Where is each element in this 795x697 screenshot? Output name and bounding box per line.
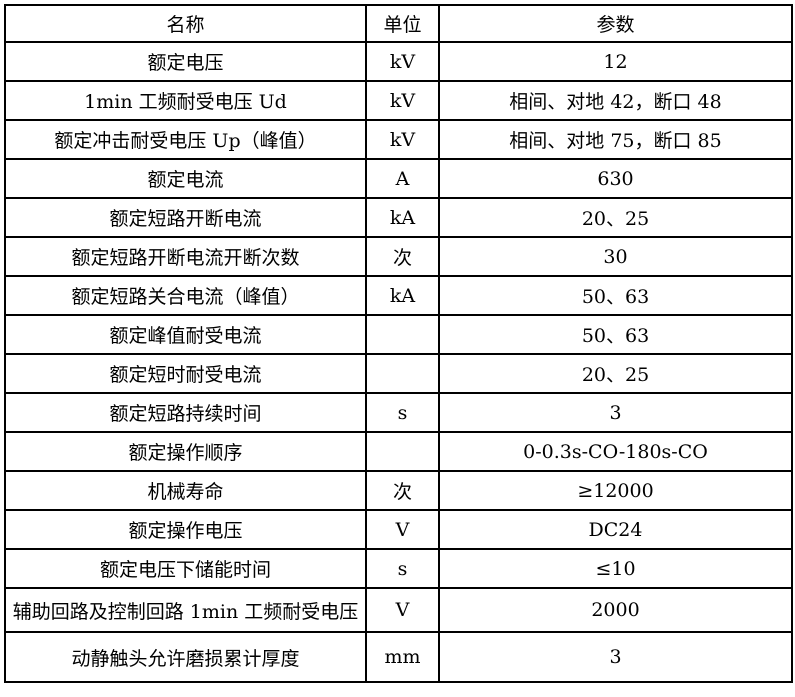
param-name: 额定电流 xyxy=(4,158,367,199)
param-name: 额定短时耐受电流 xyxy=(4,353,367,394)
param-unit: kA xyxy=(365,275,440,316)
param-unit: kV xyxy=(365,119,440,160)
table-row: 额定电压 kV 12 xyxy=(4,41,793,82)
param-name: 动静触头允许磨损累计厚度 xyxy=(4,631,367,683)
table-row: 额定短路开断电流开断次数 次 30 xyxy=(4,236,793,277)
param-name: 额定峰值耐受电流 xyxy=(4,314,367,355)
header-name: 名称 xyxy=(4,4,367,43)
param-name: 额定短路持续时间 xyxy=(4,392,367,433)
param-unit: kV xyxy=(365,80,440,121)
param-value: DC24 xyxy=(438,509,793,550)
param-value: ≥12000 xyxy=(438,470,793,511)
table-row: 额定短路开断电流 kA 20、25 xyxy=(4,197,793,238)
param-value: 3 xyxy=(438,631,793,683)
table-row: 额定短路持续时间 s 3 xyxy=(4,392,793,433)
param-value: 20、25 xyxy=(438,197,793,238)
param-unit xyxy=(365,431,440,472)
param-unit: s xyxy=(365,392,440,433)
param-value: 相间、对地 42，断口 48 xyxy=(438,80,793,121)
param-name: 额定操作顺序 xyxy=(4,431,367,472)
param-value: 0-0.3s-CO-180s-CO xyxy=(438,431,793,472)
param-unit: s xyxy=(365,548,440,589)
param-name: 额定冲击耐受电压 Up（峰值） xyxy=(4,119,367,160)
param-unit: kA xyxy=(365,197,440,238)
table-row: 机械寿命 次 ≥12000 xyxy=(4,470,793,511)
param-value: 30 xyxy=(438,236,793,277)
param-unit xyxy=(365,314,440,355)
param-name: 额定操作电压 xyxy=(4,509,367,550)
param-value: 50、63 xyxy=(438,275,793,316)
table-row: 动静触头允许磨损累计厚度 mm 3 xyxy=(4,631,793,683)
header-unit: 单位 xyxy=(365,4,440,43)
table-row: 额定冲击耐受电压 Up（峰值） kV 相间、对地 75，断口 85 xyxy=(4,119,793,160)
table-row: 额定操作顺序 0-0.3s-CO-180s-CO xyxy=(4,431,793,472)
param-unit: A xyxy=(365,158,440,199)
param-name: 1min 工频耐受电压 Ud xyxy=(4,80,367,121)
table-row: 额定电压下储能时间 s ≤10 xyxy=(4,548,793,589)
param-unit: 次 xyxy=(365,236,440,277)
table-row: 额定短路关合电流（峰值） kA 50、63 xyxy=(4,275,793,316)
table-row: 额定峰值耐受电流 50、63 xyxy=(4,314,793,355)
param-name: 额定短路开断电流 xyxy=(4,197,367,238)
param-unit: 次 xyxy=(365,470,440,511)
param-value: 50、63 xyxy=(438,314,793,355)
param-value: 630 xyxy=(438,158,793,199)
param-name: 额定短路关合电流（峰值） xyxy=(4,275,367,316)
param-unit: kV xyxy=(365,41,440,82)
table-row: 1min 工频耐受电压 Ud kV 相间、对地 42，断口 48 xyxy=(4,80,793,121)
table-row: 额定电流 A 630 xyxy=(4,158,793,199)
table-row: 额定操作电压 V DC24 xyxy=(4,509,793,550)
param-value: ≤10 xyxy=(438,548,793,589)
param-unit: V xyxy=(365,587,440,633)
param-value: 相间、对地 75，断口 85 xyxy=(438,119,793,160)
table-row: 辅助回路及控制回路 1min 工频耐受电压 V 2000 xyxy=(4,587,793,633)
param-name: 额定电压下储能时间 xyxy=(4,548,367,589)
param-unit: mm xyxy=(365,631,440,683)
param-unit xyxy=(365,353,440,394)
spec-table: 名称 单位 参数 额定电压 kV 12 1min 工频耐受电压 Ud kV 相间… xyxy=(4,4,793,683)
param-name: 额定电压 xyxy=(4,41,367,82)
param-value: 3 xyxy=(438,392,793,433)
table-row: 额定短时耐受电流 20、25 xyxy=(4,353,793,394)
param-name: 辅助回路及控制回路 1min 工频耐受电压 xyxy=(4,587,367,633)
param-name: 额定短路开断电流开断次数 xyxy=(4,236,367,277)
param-unit: V xyxy=(365,509,440,550)
param-value: 2000 xyxy=(438,587,793,633)
param-name: 机械寿命 xyxy=(4,470,367,511)
param-value: 20、25 xyxy=(438,353,793,394)
header-row: 名称 单位 参数 xyxy=(4,4,793,43)
header-param: 参数 xyxy=(438,4,793,43)
param-value: 12 xyxy=(438,41,793,82)
